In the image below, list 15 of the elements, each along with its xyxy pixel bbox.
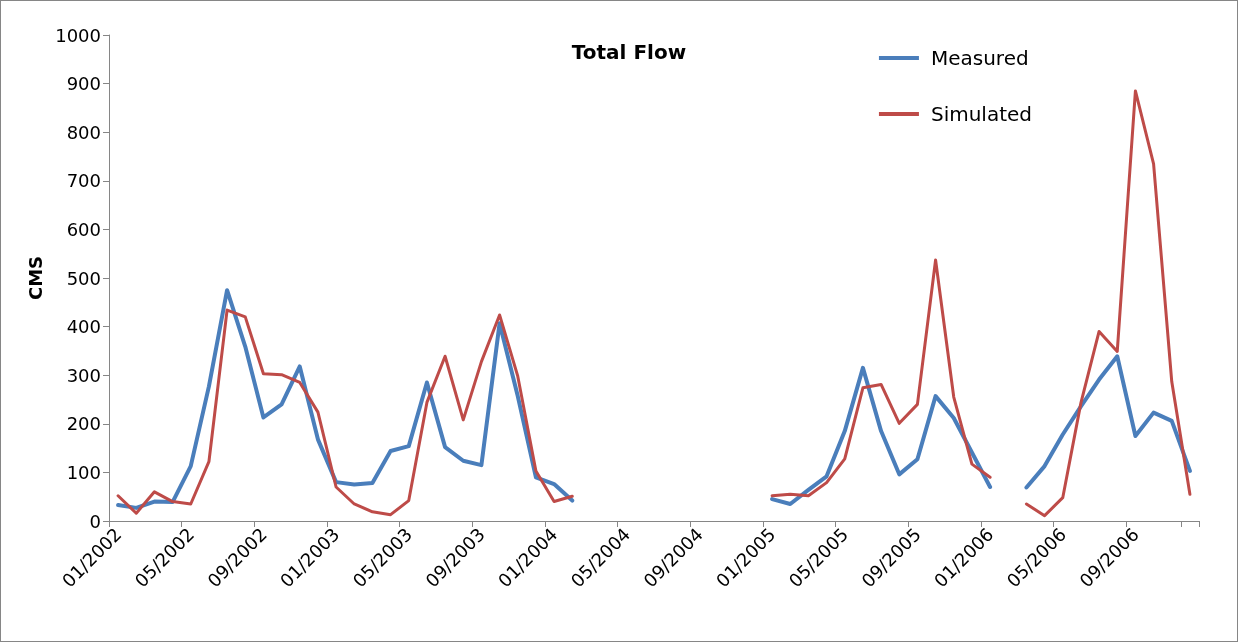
y-axis-title: CMS — [24, 255, 46, 301]
y-tick-label: 100 — [66, 461, 101, 483]
legend-label: Measured — [930, 46, 1029, 70]
y-tick-label: 900 — [66, 73, 101, 95]
y-tick-label: 400 — [66, 316, 101, 338]
y-tick-label: 700 — [66, 170, 101, 192]
y-tick-label: 600 — [66, 218, 101, 240]
y-tick-label: 0 — [89, 510, 101, 532]
y-tick-label: 800 — [66, 121, 101, 143]
y-tick-label: 200 — [66, 413, 101, 435]
y-tick-label: 1000 — [55, 24, 101, 46]
chart-title: Total Flow — [571, 40, 687, 64]
legend-label: Simulated — [930, 102, 1033, 126]
y-tick-label: 300 — [66, 364, 101, 386]
y-tick-label: 500 — [66, 267, 101, 289]
